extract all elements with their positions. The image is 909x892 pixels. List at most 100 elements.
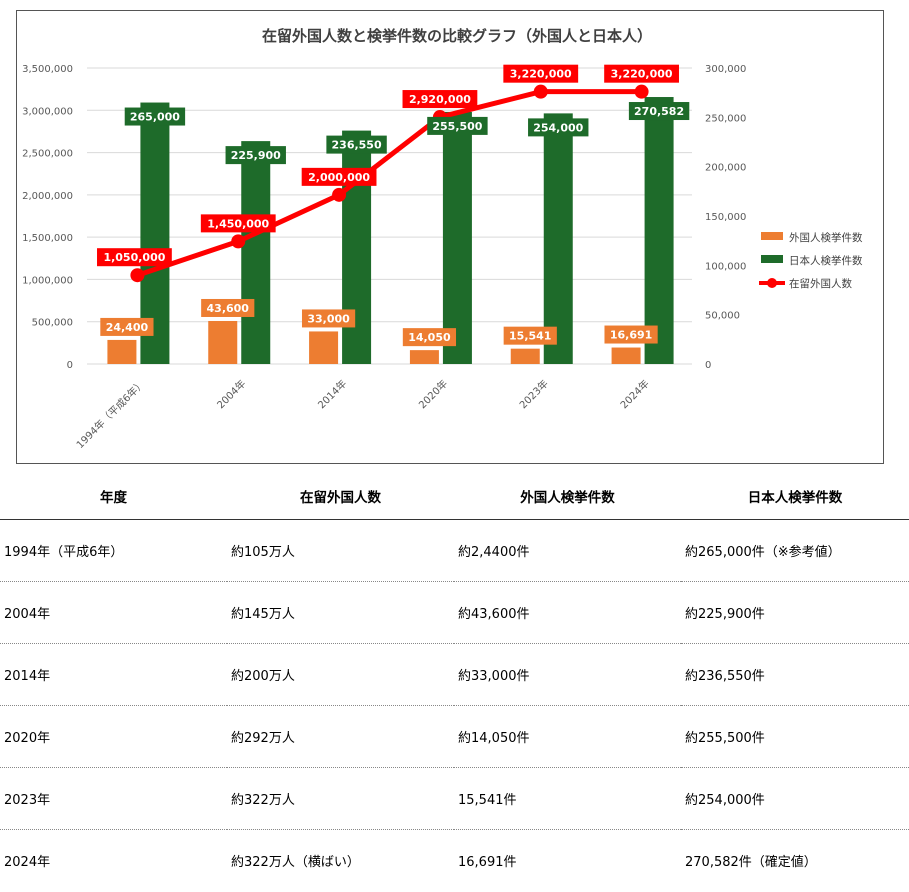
- x-axis-tick-label: 1994年（平成6年）: [73, 377, 147, 451]
- data-label-japanese-arrests-box: [326, 135, 387, 154]
- table-cell: 約292万人: [227, 705, 454, 768]
- table-row: 1994年（平成6年） 約105万人 約2,4400件 約265,000件（※参…: [0, 519, 909, 582]
- right-axis-tick-label: 50,000: [705, 311, 740, 322]
- point-foreign-residents: [130, 268, 145, 283]
- data-label-japanese-arrests: 265,000: [130, 111, 180, 124]
- left-axis-tick-label: 0: [67, 360, 73, 371]
- data-label-foreign-residents-box: [402, 90, 478, 109]
- right-axis-tick-label: 0: [705, 360, 711, 371]
- bar-japanese-arrests: [442, 111, 472, 364]
- data-label-foreign-arrests: 14,050: [408, 331, 451, 344]
- right-axis-tick-label: 250,000: [705, 113, 746, 124]
- data-label-foreign-residents: 1,450,000: [207, 217, 269, 230]
- table-cell: 約145万人: [227, 581, 454, 644]
- left-axis-tick-label: 3,000,000: [22, 106, 73, 117]
- data-label-foreign-arrests: 33,000: [307, 312, 350, 325]
- table-cell: 約225,900件: [681, 581, 909, 644]
- table-cell: 約254,000件: [681, 767, 909, 830]
- data-label-foreign-residents: 1,050,000: [103, 251, 165, 264]
- point-foreign-residents: [332, 187, 347, 202]
- table-cell: 約14,050件: [454, 705, 681, 768]
- table-row: 2023年 約322万人 15,541件 約254,000件: [0, 767, 909, 830]
- data-label-foreign-arrests-box: [402, 328, 457, 347]
- left-axis-tick-label: 2,500,000: [22, 149, 73, 160]
- table-cell: 2004年: [0, 581, 227, 644]
- data-label-foreign-arrests: 43,600: [207, 302, 250, 315]
- chart-area: 在留外国人数と検挙件数の比較グラフ（外国人と日本人） 0 500,000 1,000…: [16, 10, 884, 464]
- table-row: 2014年 約200万人 約33,000件 約236,550件: [0, 643, 909, 706]
- bar-japanese-arrests: [241, 141, 271, 364]
- data-label-foreign-arrests-box: [301, 309, 356, 328]
- data-label-foreign-residents-box: [97, 248, 172, 267]
- bar-foreign-arrests: [510, 348, 540, 364]
- bar-foreign-arrests: [208, 320, 238, 364]
- left-axis-tick-label: 2,000,000: [22, 191, 73, 202]
- x-axis-tick-label: 2023年: [517, 377, 551, 411]
- data-label-japanese-arrests: 236,550: [332, 139, 382, 152]
- data-label-foreign-residents-box: [200, 214, 276, 233]
- table-cell: 16,691件: [458, 855, 517, 870]
- bar-japanese-arrests: [342, 130, 372, 364]
- table-cell: 約265,000件（※参考値）: [681, 519, 909, 582]
- right-axis-tick-label: 200,000: [705, 163, 746, 174]
- data-label-foreign-arrests: 15,541: [509, 330, 551, 343]
- right-axis-tick-label: 300,000: [705, 64, 746, 75]
- table-cell: 2020年: [0, 705, 227, 768]
- x-axis-tick-label: 2020年: [416, 377, 450, 411]
- data-label-japanese-arrests: 254,000: [533, 121, 583, 134]
- bar-foreign-arrests: [611, 347, 641, 364]
- data-label-foreign-residents-box: [503, 64, 579, 83]
- table-cell: 約255,500件: [681, 705, 909, 768]
- header-year: 年度: [0, 473, 227, 520]
- bar-japanese-arrests: [644, 97, 674, 364]
- legend-label: 日本人検挙件数: [789, 254, 863, 267]
- table-cell: 約322万人（横ばい）: [231, 855, 360, 870]
- table-cell: 2023年: [0, 767, 227, 830]
- data-label-foreign-arrests-box: [604, 325, 658, 344]
- chart-title: 在留外国人数と検挙件数の比較グラフ（外国人と日本人）: [262, 27, 652, 45]
- data-label-japanese-arrests: 270,582: [634, 105, 684, 118]
- table-cell: 約105万人: [227, 519, 454, 582]
- legend-label: 外国人検挙件数: [789, 231, 863, 244]
- data-label-foreign-arrests: 24,400: [106, 321, 149, 334]
- left-axis-tick-label: 1,000,000: [22, 275, 73, 286]
- right-axis-tick-label: 100,000: [705, 261, 746, 272]
- table-row: 2020年 約292万人 約14,050件 約255,500件: [0, 705, 909, 768]
- data-label-foreign-arrests-box: [503, 326, 557, 345]
- table-cell: 約322万人: [227, 767, 454, 830]
- table-cell: 15,541件: [454, 767, 681, 830]
- data-label-foreign-residents: 2,920,000: [409, 93, 471, 106]
- data-label-foreign-residents-box: [301, 167, 377, 186]
- point-foreign-residents: [533, 84, 548, 99]
- table-cell: 2014年: [0, 643, 227, 706]
- right-axis-tick-label: 150,000: [705, 212, 746, 223]
- data-label-japanese-arrests-box: [427, 116, 488, 135]
- legend-swatch: [761, 255, 783, 263]
- point-foreign-residents: [231, 234, 246, 249]
- bar-foreign-arrests: [309, 331, 339, 364]
- data-label-foreign-residents: 3,220,000: [611, 68, 673, 81]
- x-axis-tick-label: 2004年: [214, 377, 248, 411]
- table-header-row: 年度 在留外国人数 外国人検挙件数 日本人検挙件数: [0, 473, 909, 520]
- table-row: 2004年 約145万人 約43,600件 約225,900件: [0, 581, 909, 644]
- table-cell: 約33,000件: [454, 643, 681, 706]
- chart-svg: 在留外国人数と検挙件数の比較グラフ（外国人と日本人） 0 500,000 1,000…: [22, 27, 863, 451]
- data-label-japanese-arrests: 255,500: [432, 120, 482, 133]
- legend-swatch: [761, 232, 783, 240]
- bar-foreign-arrests: [107, 339, 137, 364]
- data-label-japanese-arrests-box: [628, 102, 690, 121]
- point-foreign-residents: [634, 84, 649, 99]
- header-japanese-arrests: 日本人検挙件数: [681, 473, 909, 520]
- table-cell: 約200万人: [227, 643, 454, 706]
- data-table: 年度 在留外国人数 外国人検挙件数 日本人検挙件数 1994年（平成6年） 約1…: [0, 473, 909, 891]
- x-axis-tick-label: 2024年: [617, 377, 651, 411]
- left-axis-tick-label: 500,000: [32, 318, 73, 329]
- data-label-foreign-residents-box: [604, 64, 679, 83]
- table-row: 2024年 約322万人（横ばい） 16,691件 270,582件（確定値）: [0, 830, 909, 892]
- legend-swatch-marker: [767, 278, 777, 288]
- table-cell: 約236,550件: [681, 643, 909, 706]
- bar-japanese-arrests: [543, 113, 573, 365]
- left-axis-tick-label: 3,500,000: [22, 64, 73, 75]
- line-foreign-residents: [136, 89, 642, 278]
- table-cell: 2024年: [4, 855, 51, 870]
